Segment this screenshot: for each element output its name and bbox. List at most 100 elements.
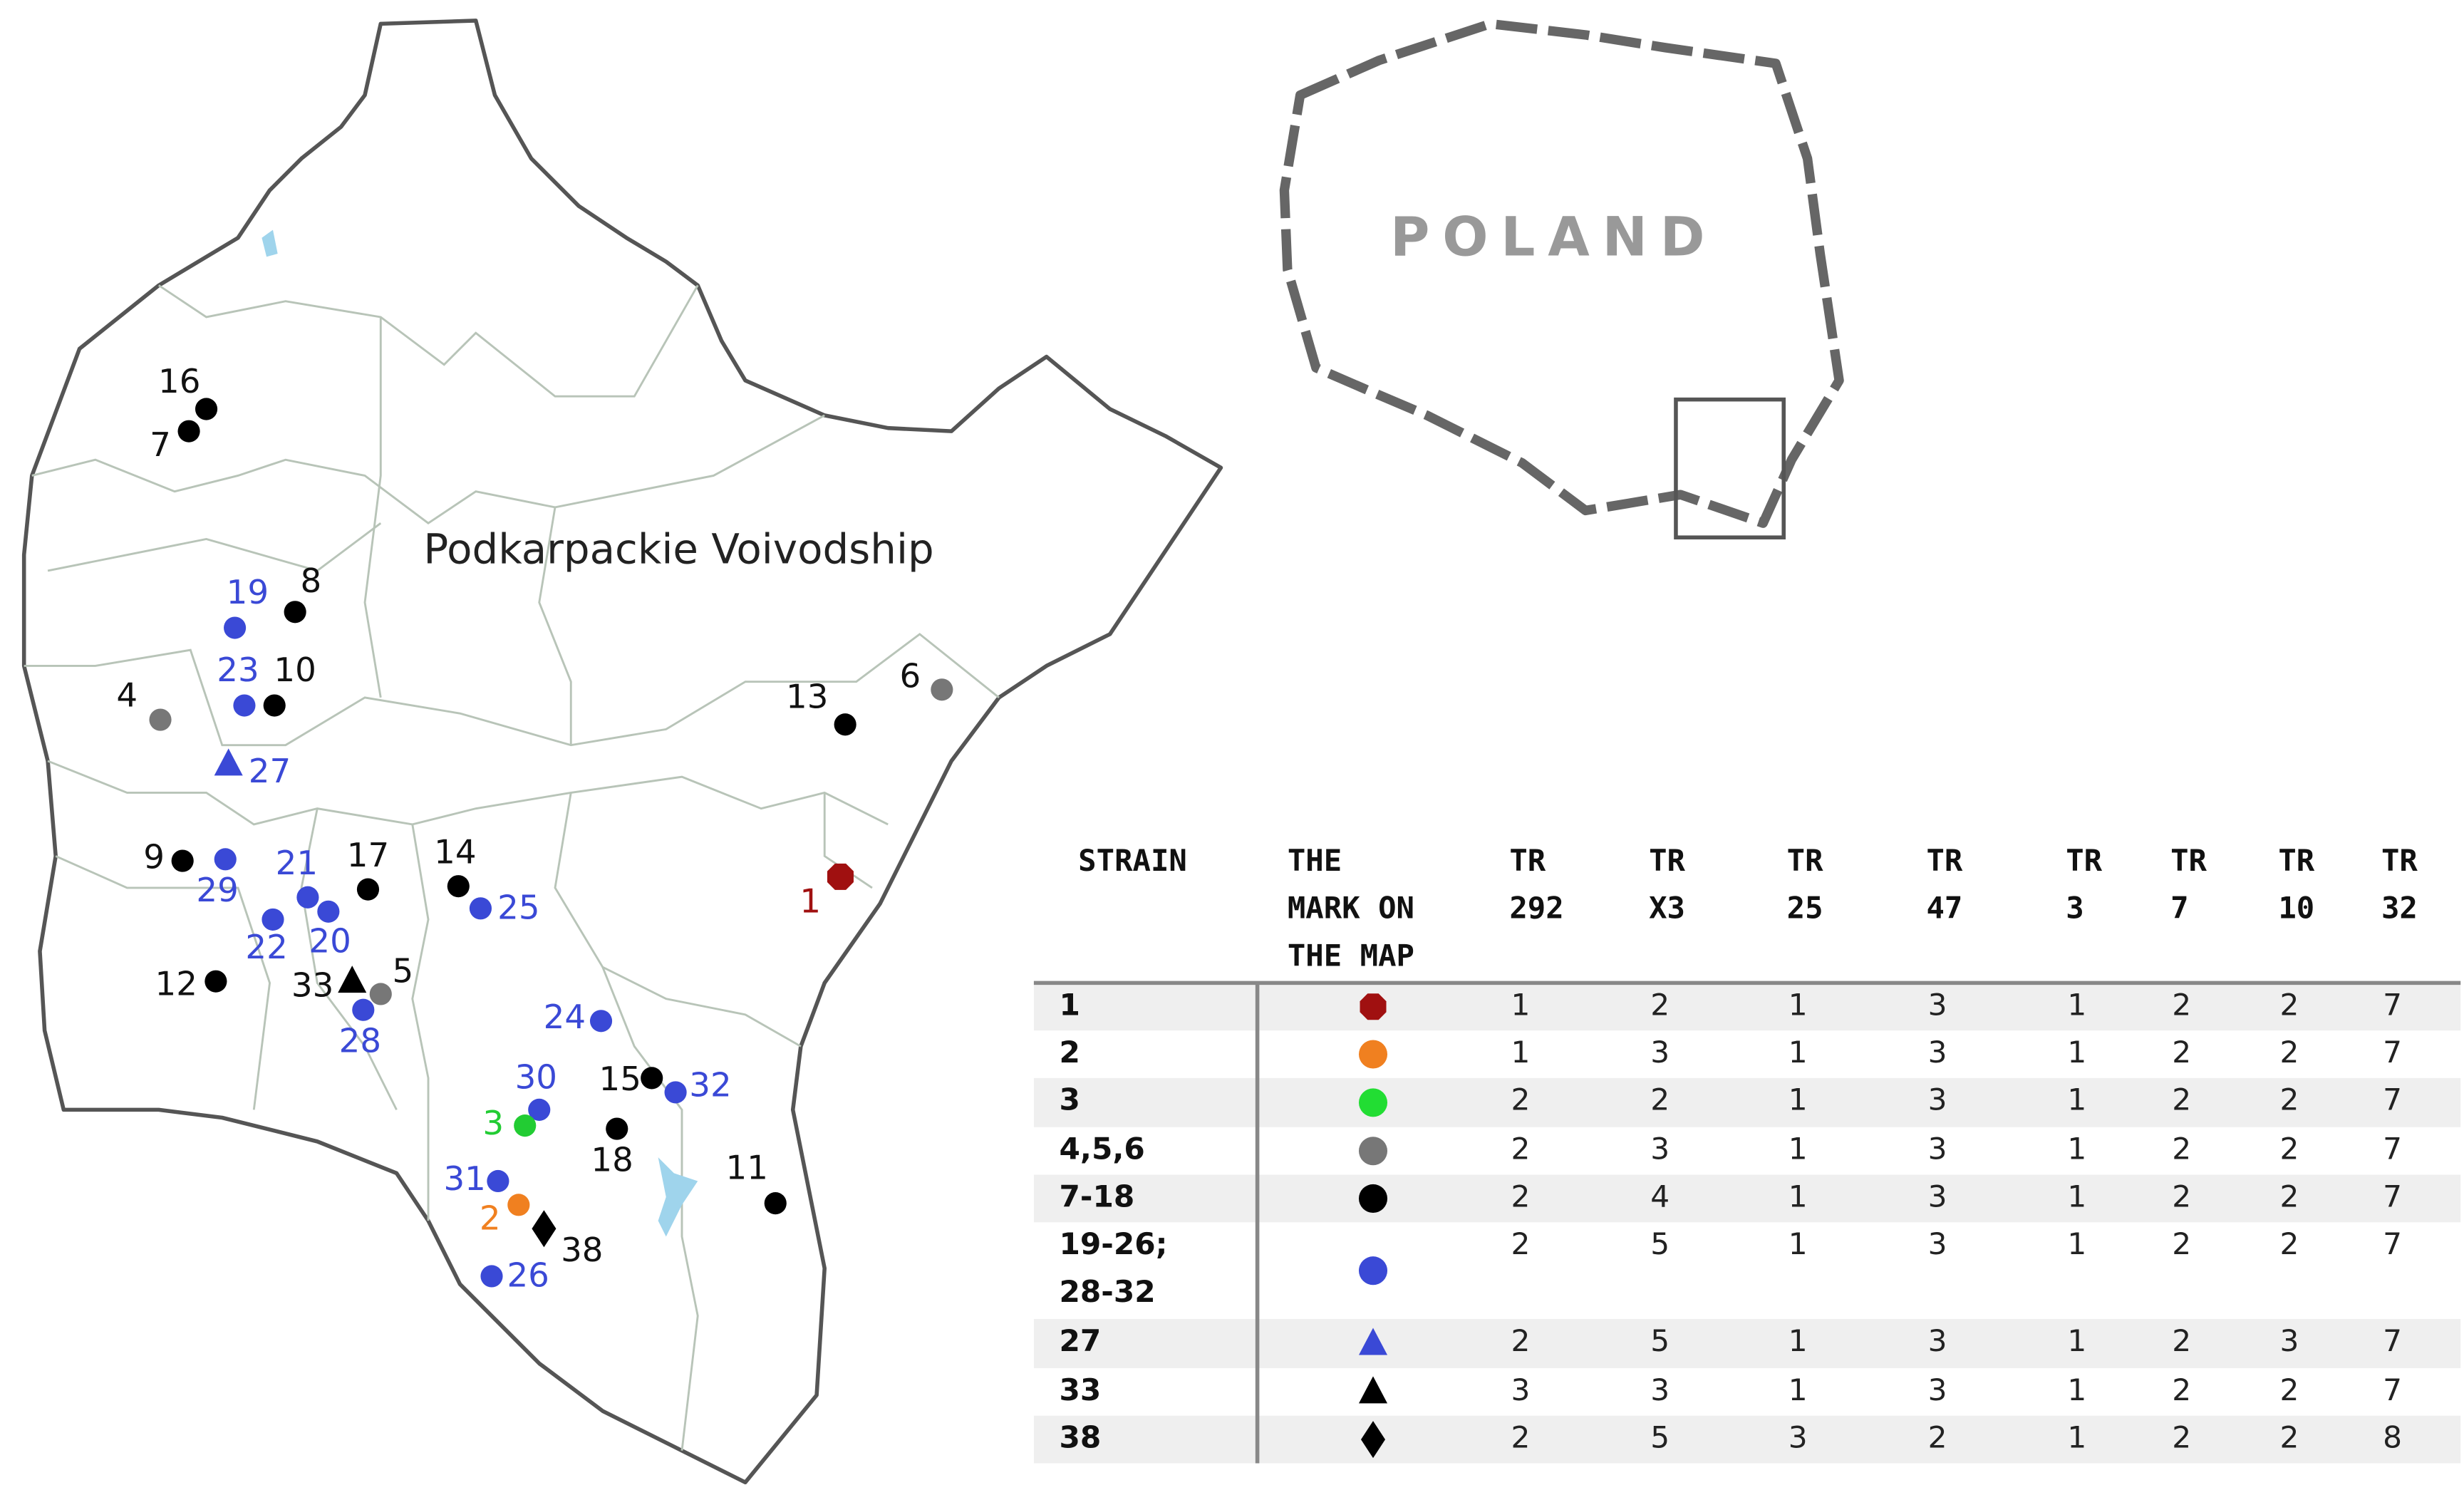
point-label: 32	[689, 1067, 731, 1105]
map-marker	[1358, 1184, 1388, 1213]
map-point	[528, 1098, 551, 1121]
map-point	[487, 1169, 509, 1193]
cell: 3	[1511, 1372, 1530, 1407]
map-point	[296, 886, 319, 909]
map-marker	[1358, 1137, 1388, 1166]
row-shade	[1033, 1174, 2461, 1223]
point-label: 5	[393, 953, 414, 991]
district-borders	[24, 284, 1000, 1451]
cell: 2	[1511, 1226, 1530, 1261]
point-label: 9	[143, 838, 165, 876]
table-header: TR	[1649, 843, 1685, 878]
cell: 2	[2172, 1035, 2191, 1070]
point-label: 23	[217, 651, 259, 690]
cell: 2	[2279, 1226, 2299, 1261]
point-label: 3	[482, 1105, 504, 1143]
point-label: 20	[309, 922, 351, 961]
cell: 2	[1511, 1420, 1530, 1455]
cell: 1	[2067, 1082, 2086, 1117]
point-label: 2	[480, 1200, 501, 1238]
cell: 5	[1650, 1420, 1670, 1455]
map-point	[224, 616, 247, 639]
cell: 2	[2279, 1420, 2299, 1455]
cell: 1	[2067, 1323, 2086, 1358]
map-point	[469, 897, 492, 920]
table-header: 7	[2170, 891, 2188, 926]
cell: 2	[1928, 1420, 1947, 1455]
cell: 1	[2067, 1226, 2086, 1261]
cell: 2	[1650, 1082, 1670, 1117]
row-shade	[1033, 983, 2461, 1031]
cell: 1	[1511, 1035, 1530, 1070]
cell: 5	[1650, 1226, 1670, 1261]
map-point	[369, 983, 392, 1005]
point-label: 27	[249, 752, 291, 791]
map-point	[262, 908, 284, 931]
cell: 7	[2383, 1132, 2402, 1166]
cell: 2	[1511, 1323, 1530, 1358]
point-label: 1	[799, 883, 821, 921]
cell: 3	[1928, 1179, 1947, 1214]
cell: 2	[2172, 1372, 2191, 1407]
row-shade	[1033, 1077, 2461, 1127]
cell: 1	[2067, 987, 2086, 1022]
cell: 2	[1511, 1082, 1530, 1117]
point-label: 24	[544, 998, 586, 1037]
cell: 3	[1928, 1132, 1947, 1166]
map-marker	[1358, 1040, 1388, 1069]
map-point	[338, 966, 367, 993]
map-point	[195, 398, 218, 420]
map-point	[641, 1067, 663, 1090]
cell: 8	[2383, 1420, 2402, 1455]
map-point	[589, 1010, 613, 1033]
map-point	[263, 694, 286, 717]
point-label: 28	[339, 1022, 381, 1060]
table-header: TR	[2066, 843, 2102, 878]
point-label: 7	[150, 426, 171, 465]
cell: 2	[2172, 1179, 2191, 1214]
cell: 7	[2383, 987, 2402, 1022]
point-label: 14	[434, 834, 476, 872]
region-box	[1674, 397, 1786, 539]
cell: 7	[2383, 1323, 2402, 1358]
cell: 1	[1789, 987, 1808, 1022]
table-header: TR	[2170, 843, 2207, 878]
map-point	[171, 849, 194, 872]
cell: 1	[1789, 1082, 1808, 1117]
map-marker	[1358, 1328, 1388, 1355]
cell: 2	[2279, 1179, 2299, 1214]
cell: 4	[1650, 1179, 1670, 1214]
point-label: 33	[291, 967, 333, 1005]
cell: 2	[2279, 1372, 2299, 1407]
map-point	[214, 748, 243, 776]
cell: 1	[1789, 1132, 1808, 1166]
map-marker	[1358, 1088, 1388, 1117]
cell: 3	[1650, 1035, 1670, 1070]
table-header: STRAIN	[1078, 843, 1187, 878]
table-header: 32	[2381, 891, 2418, 926]
table-header: THE	[1288, 843, 1342, 878]
table-header: X3	[1649, 891, 1685, 926]
strain: 4,5,6	[1059, 1132, 1144, 1166]
table-header: TR	[2278, 843, 2314, 878]
map-point	[507, 1194, 530, 1216]
map-point	[606, 1117, 628, 1140]
cell: 2	[2172, 1132, 2191, 1166]
cell: 3	[1928, 987, 1947, 1022]
map-point	[514, 1114, 537, 1137]
row-shade	[1033, 1415, 2461, 1464]
map-marker	[1360, 993, 1387, 1020]
map-point	[532, 1210, 557, 1248]
map-point	[233, 694, 256, 717]
table-header: TR	[2381, 843, 2418, 878]
row-shade	[1033, 1319, 2461, 1369]
point-label: 19	[227, 574, 269, 612]
table-header: TR	[1787, 843, 1823, 878]
point-label: 11	[725, 1149, 767, 1187]
cell: 1	[2067, 1132, 2086, 1166]
cell: 5	[1650, 1323, 1670, 1358]
cell: 1	[2067, 1035, 2086, 1070]
cell: 2	[1511, 1132, 1530, 1166]
cell: 3	[1928, 1323, 1947, 1358]
